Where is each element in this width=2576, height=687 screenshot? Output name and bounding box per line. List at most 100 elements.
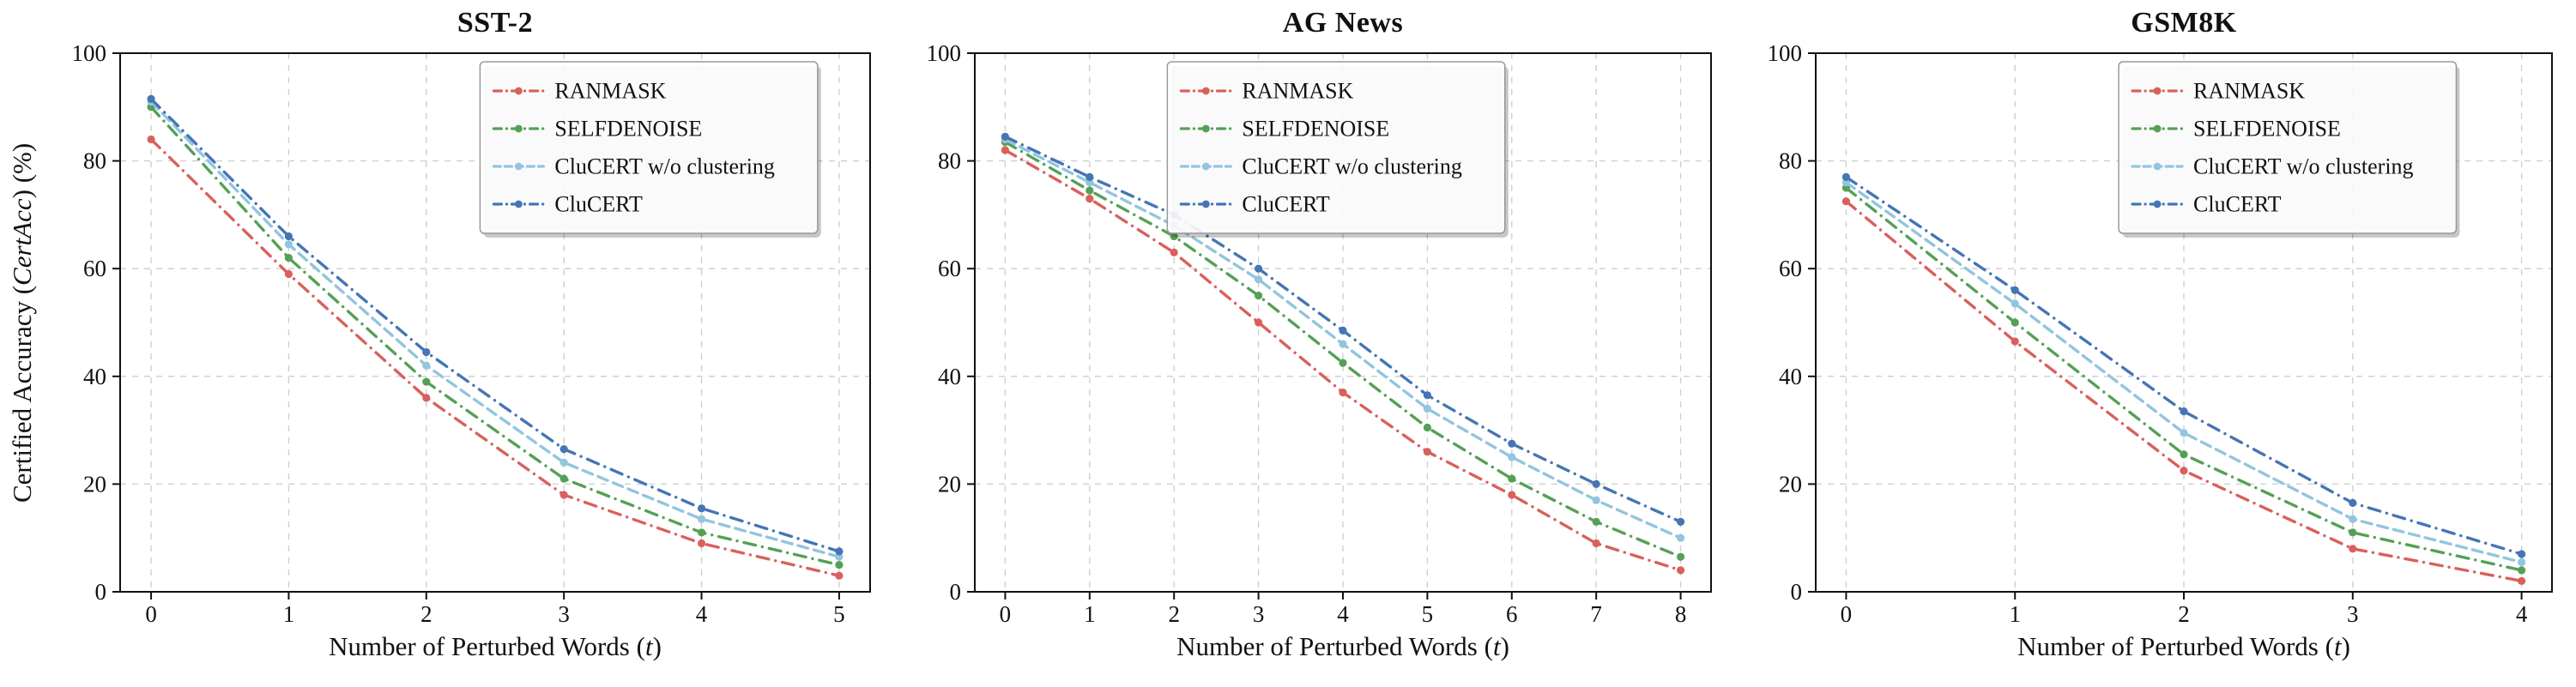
y-tick-label: 60	[938, 256, 961, 281]
legend-box	[2118, 61, 2458, 234]
series-marker-selfdenoise	[1255, 292, 1263, 300]
x-tick-label: 2	[1168, 601, 1180, 627]
series-marker-clucert-w-o-clustering	[1508, 453, 1516, 461]
legend-sample-marker-clucert	[2153, 200, 2162, 208]
series-marker-ranmask	[1592, 539, 1600, 548]
x-axis-label-suffix: )	[2341, 631, 2350, 661]
series-marker-ranmask	[147, 135, 155, 144]
series-marker-clucert-w-o-clustering	[1677, 533, 1685, 542]
series-marker-clucert-w-o-clustering	[1339, 340, 1347, 348]
y-tick-label: 20	[1779, 471, 1802, 497]
x-tick-label: 3	[1253, 601, 1265, 627]
x-tick-label: 6	[1506, 601, 1518, 627]
series-marker-ranmask	[559, 491, 568, 499]
series-marker-clucert-w-o-clustering	[1841, 178, 1850, 187]
legend-sample-marker-clucert	[1201, 200, 1210, 208]
series-marker-selfdenoise	[559, 474, 568, 483]
series-marker-clucert-w-o-clustering	[422, 361, 431, 370]
series-marker-selfdenoise	[1841, 184, 1850, 192]
series-marker-ranmask	[2349, 545, 2357, 553]
series-marker-selfdenoise	[1085, 186, 1094, 195]
x-axis-label-agnews: Number of Perturbed Words (t)	[975, 631, 1711, 662]
series-marker-ranmask	[698, 539, 706, 548]
legend-label-ranmask: RANMASK	[1242, 79, 1353, 104]
x-axis-label-variable: t	[1492, 631, 1501, 661]
series-marker-clucert	[284, 232, 293, 241]
legend-label-clucert-w-o-clustering: CluCERT w/o clustering	[554, 154, 775, 179]
legend-sample-marker-ranmask	[1201, 87, 1210, 95]
chart-title-gsm8k: GSM8K	[2131, 7, 2237, 39]
series-marker-clucert	[835, 547, 844, 556]
y-tick-label: 40	[83, 364, 106, 389]
subplot-gsm8k: GSM8K 0 1 2 3 4 0 20 40 60 80 100 RANMASK SELFDENOIS…	[1737, 0, 2569, 686]
legend-sample-marker-clucert	[515, 200, 523, 208]
legend-label-clucert-w-o-clustering: CluCERT w/o clustering	[2193, 154, 2414, 179]
series-marker-selfdenoise	[2518, 566, 2526, 575]
legend-sample-marker-clucert-w-o-clustering	[1201, 162, 1210, 171]
y-tick-label: 0	[95, 579, 107, 605]
series-marker-ranmask	[2518, 576, 2526, 586]
series-marker-ranmask	[1001, 146, 1009, 154]
series-marker-ranmask	[1170, 248, 1178, 256]
x-tick-label: 0	[1841, 601, 1853, 627]
series-marker-clucert	[559, 445, 568, 454]
x-tick-label: 1	[283, 601, 295, 627]
series-line-selfdenoise	[1844, 186, 2524, 572]
series-marker-clucert	[2180, 407, 2188, 416]
y-tick-label: 60	[1779, 256, 1802, 281]
chart-canvas-sst2: 0 1 2 3 4 5 0 20 40 60 80 100 RANMASK SELFDENOISE CluC…	[72, 40, 871, 627]
y-axis-label-suffix: ) (%)	[7, 142, 37, 198]
series-line-ranmask	[149, 137, 841, 577]
x-tick-label: 1	[2009, 601, 2021, 627]
series-marker-clucert-w-o-clustering	[559, 458, 568, 467]
series-marker-selfdenoise	[1339, 359, 1347, 367]
series-marker-clucert-w-o-clustering	[1592, 496, 1600, 504]
series-marker-clucert-w-o-clustering	[835, 552, 844, 561]
y-tick-label: 60	[83, 256, 106, 281]
legend-box	[1166, 61, 1506, 234]
series-marker-ranmask	[422, 394, 431, 402]
subplot-agnews: AG News 0 1 2 3 4 5 6 7 8 0 20 40 60 80 100 RANMASK SELF…	[896, 0, 1728, 686]
y-tick-label: 80	[938, 148, 961, 174]
x-axis-label-suffix: )	[652, 631, 662, 661]
x-axis-label-sst2: Number of Perturbed Words (t)	[120, 631, 870, 662]
subplot-sst2: SST-2 0 1 2 3 4 5 0 20 40 60 80 100 RANMASK SELFDENOI…	[38, 0, 887, 686]
series-marker-ranmask	[1841, 197, 1850, 206]
y-tick-label: 80	[1779, 148, 1802, 174]
series-marker-clucert-w-o-clustering	[698, 515, 706, 523]
legend-sample-marker-ranmask	[2153, 87, 2162, 95]
legend-label-selfdenoise: SELFDENOISE	[554, 117, 702, 142]
x-tick-label: 5	[1422, 601, 1434, 627]
legend-sample-marker-clucert-w-o-clustering	[2153, 162, 2162, 171]
chart-title-sst2: SST-2	[457, 7, 534, 39]
series-line-clucert	[1844, 175, 2524, 556]
series-marker-clucert-w-o-clustering	[2180, 429, 2188, 437]
series-marker-selfdenoise	[2180, 450, 2188, 459]
x-tick-label: 5	[833, 601, 845, 627]
x-axis-label-prefix: Number of Perturbed Words (	[2017, 631, 2334, 661]
series-marker-selfdenoise	[835, 561, 844, 569]
axes-frame	[119, 52, 871, 593]
y-tick-label: 20	[938, 471, 961, 497]
chart-title-agnews: AG News	[1282, 7, 1404, 39]
x-tick-label: 8	[1675, 601, 1687, 627]
series-marker-clucert	[1677, 517, 1685, 527]
series-marker-clucert	[2518, 550, 2526, 558]
legend-sample-marker-clucert-w-o-clustering	[515, 162, 523, 171]
legend-sample-marker-selfdenoise	[2153, 124, 2162, 133]
series-marker-clucert-w-o-clustering	[2349, 515, 2357, 523]
y-axis-label-variable: CertAcc	[7, 197, 37, 286]
series-marker-clucert	[422, 347, 431, 357]
x-axis-label-suffix: )	[1500, 631, 1509, 661]
series-marker-ranmask	[284, 269, 293, 279]
series-marker-clucert	[1085, 172, 1094, 181]
y-axis-label-prefix: Certified Accuracy (	[7, 285, 37, 503]
series-marker-ranmask	[1339, 389, 1347, 397]
series-marker-selfdenoise	[1170, 232, 1178, 241]
x-tick-label: 0	[145, 601, 157, 627]
series-line-clucert	[149, 97, 841, 553]
legend-label-ranmask: RANMASK	[2193, 79, 2305, 104]
series-marker-ranmask	[835, 571, 844, 580]
x-tick-label: 3	[558, 601, 570, 627]
